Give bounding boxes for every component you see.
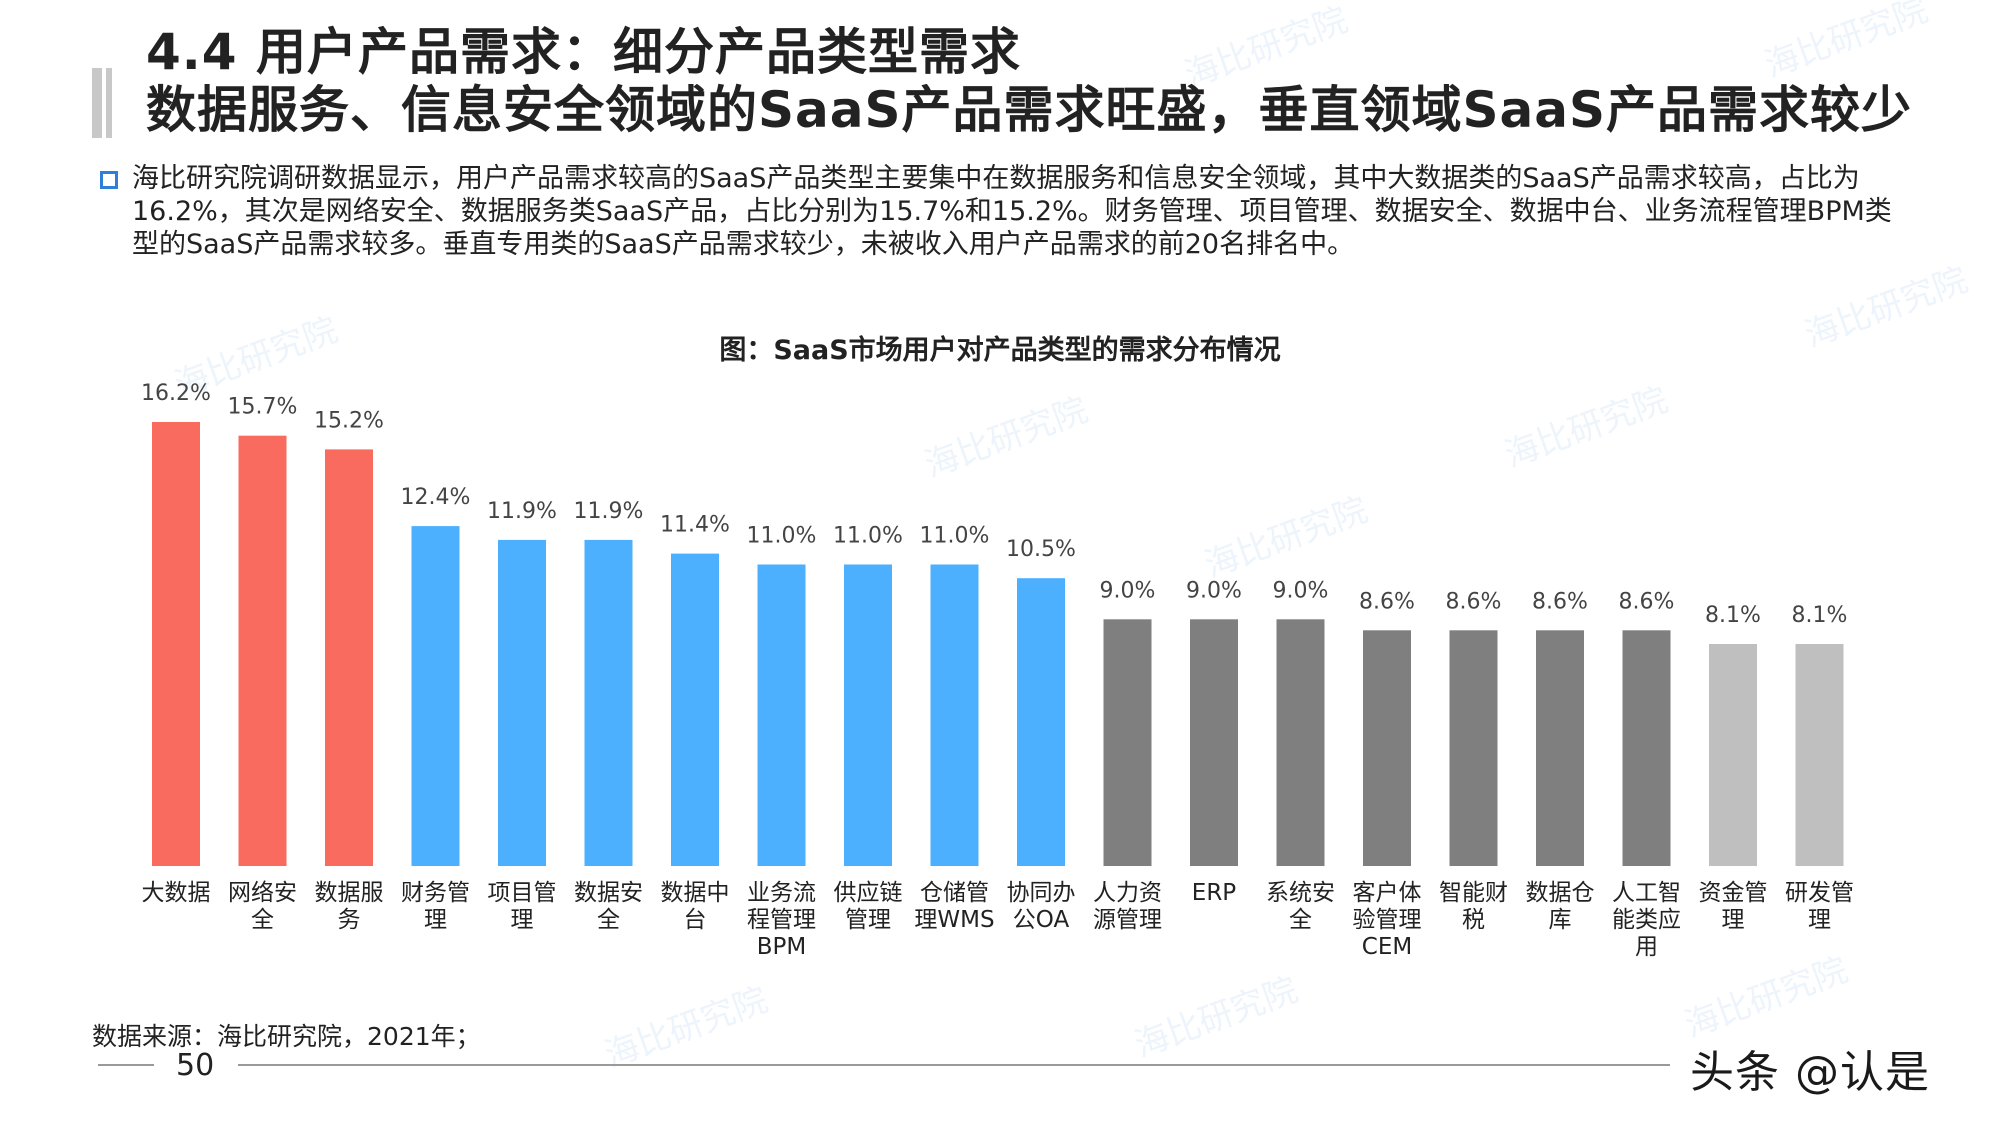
category-label: 全 (1289, 907, 1312, 933)
category-label: 系统安 (1266, 880, 1335, 906)
category-label: 源管理 (1093, 907, 1162, 933)
bar (1103, 619, 1152, 866)
data-label: 11.4% (660, 513, 730, 538)
title-accent-bar (106, 68, 112, 138)
category-label: 用 (1635, 934, 1658, 960)
category-label: BPM (757, 934, 807, 960)
category-label: 理 (1722, 907, 1745, 933)
category-label: 台 (684, 907, 707, 933)
data-label: 8.6% (1532, 589, 1588, 614)
category-label: 理WMS (914, 907, 994, 933)
data-label: 8.6% (1619, 589, 1675, 614)
category-label: 客户体 (1353, 880, 1422, 906)
category-label: CEM (1362, 934, 1412, 960)
category-label: 能类应 (1612, 907, 1681, 933)
data-label: 11.0% (833, 524, 903, 549)
category-label: 协同办 (1007, 880, 1076, 906)
category-label: 供应链 (834, 880, 903, 906)
footer-divider (238, 1064, 1670, 1066)
category-label: 仓储管 (920, 880, 989, 906)
category-label: 智能财 (1439, 880, 1508, 906)
category-label: 公OA (1013, 907, 1070, 933)
data-label: 8.1% (1792, 603, 1848, 628)
bar (238, 435, 287, 866)
data-label: 11.0% (920, 524, 990, 549)
data-label: 8.6% (1359, 589, 1415, 614)
square-bullet-icon (100, 171, 118, 189)
category-label: 数据中 (661, 880, 730, 906)
data-source: 数据来源：海比研究院，2021年； (92, 1022, 481, 1051)
footer-divider (98, 1064, 154, 1066)
bar (498, 539, 546, 866)
data-label: 11.9% (487, 499, 557, 524)
data-label: 15.7% (228, 395, 298, 420)
data-label: 16.2% (141, 381, 211, 406)
category-label: 税 (1462, 907, 1485, 933)
data-label: 8.1% (1705, 603, 1761, 628)
data-label: 9.0% (1273, 578, 1329, 603)
bar (1536, 630, 1584, 866)
category-label: ERP (1192, 880, 1237, 906)
category-label: 人工智 (1612, 880, 1681, 906)
category-label: 业务流 (747, 880, 816, 906)
data-label: 9.0% (1100, 578, 1156, 603)
bar (1449, 630, 1498, 866)
category-label: 数据仓 (1526, 880, 1595, 906)
category-label: 人力资 (1093, 880, 1162, 906)
category-label: 财务管 (401, 880, 470, 906)
bar (1017, 578, 1065, 866)
category-label: 全 (597, 907, 620, 933)
category-label: 理 (424, 907, 447, 933)
bar (671, 553, 719, 866)
bar (1709, 644, 1757, 866)
title-accent-bar (92, 68, 102, 138)
category-label: 验管理 (1353, 907, 1422, 933)
bar (584, 539, 633, 866)
chart-title: 图：SaaS市场用户对产品类型的需求分布情况 (719, 335, 1281, 366)
category-label: 库 (1549, 907, 1572, 933)
data-label: 8.6% (1446, 589, 1502, 614)
bar (1795, 644, 1844, 866)
data-label: 11.0% (747, 524, 817, 549)
bar (757, 564, 806, 866)
category-label: 数据安 (574, 880, 643, 906)
category-label: 资金管 (1699, 880, 1768, 906)
bar (325, 449, 373, 866)
bar (1622, 630, 1671, 866)
category-label: 数据服 (315, 880, 384, 906)
data-label: 9.0% (1186, 578, 1242, 603)
category-label: 大数据 (142, 880, 211, 906)
category-label: 程管理 (747, 907, 816, 933)
category-label: 管理 (845, 907, 891, 933)
page-number: 50 (176, 1048, 215, 1083)
bar (930, 564, 979, 866)
data-label: 15.2% (314, 408, 384, 433)
bar (844, 564, 892, 866)
category-label: 务 (338, 907, 361, 933)
data-label: 10.5% (1006, 537, 1076, 562)
bar (1363, 630, 1411, 866)
brand-watermark: 头条 @认是 (1690, 1047, 1930, 1098)
data-label: 12.4% (401, 485, 471, 510)
category-label: 理 (1808, 907, 1831, 933)
bar (411, 526, 460, 866)
bar (1190, 619, 1238, 866)
description-text: 海比研究院调研数据显示，用户产品需求较高的SaaS产品类型主要集中在数据服务和信… (132, 163, 1892, 260)
page-subtitle: 数据服务、信息安全领域的SaaS产品需求旺盛，垂直领域SaaS产品需求较少 (146, 81, 1913, 139)
category-label: 项目管 (488, 880, 557, 906)
page-title: 4.4 用户产品需求：细分产品类型需求 (146, 23, 1021, 81)
category-label: 理 (511, 907, 534, 933)
bar (152, 422, 200, 866)
category-label: 全 (251, 907, 274, 933)
category-label: 研发管 (1785, 880, 1854, 906)
data-label: 11.9% (574, 499, 644, 524)
category-label: 网络安 (228, 880, 297, 906)
bar (1276, 619, 1325, 866)
